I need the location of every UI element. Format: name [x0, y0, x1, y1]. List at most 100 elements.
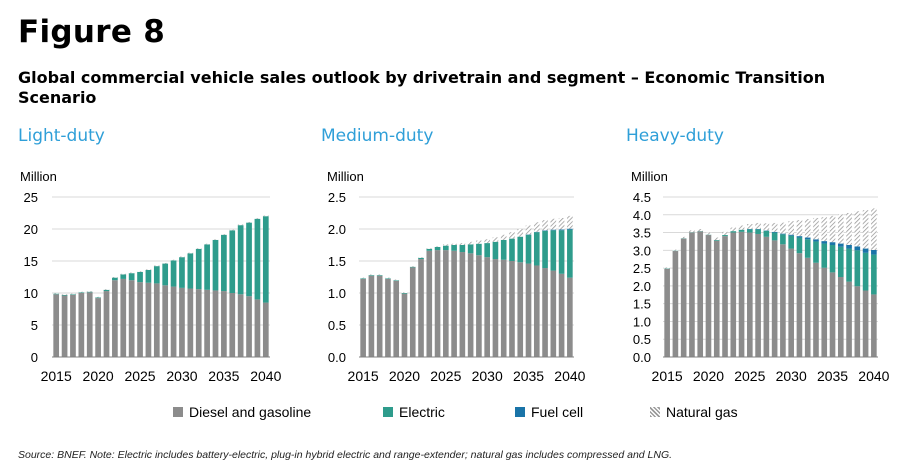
bar-segment-natural-gas	[95, 296, 101, 298]
bar-segment-natural-gas	[170, 259, 177, 261]
bar-segment-natural-gas	[837, 214, 844, 244]
bar-segment-electric	[53, 293, 60, 295]
bar-segment-fuel-cell	[542, 230, 548, 231]
y-tick-label: 2.5	[328, 190, 346, 205]
bar-segment-electric	[418, 257, 424, 260]
bar-segment-natural-gas	[484, 239, 490, 244]
bar-heavy-duty-2023	[730, 227, 737, 357]
bar-segment-diesel	[689, 232, 695, 357]
bar-segment-natural-gas	[821, 217, 828, 242]
bar-segment-electric	[385, 278, 391, 279]
bar-medium-duty-2028	[467, 241, 474, 357]
bar-segment-natural-gas	[813, 217, 819, 240]
y-axis-label-medium-duty: Million	[327, 169, 364, 184]
bar-segment-fuel-cell	[780, 233, 786, 235]
bar-light-duty-2028	[162, 262, 169, 357]
bar-segment-electric	[500, 239, 507, 260]
y-axis-label-light-duty: Million	[20, 169, 57, 184]
legend-item-natural-gas: Natural gas	[650, 404, 738, 420]
bar-segment-electric	[804, 239, 811, 258]
bar-segment-natural-gas	[705, 232, 712, 235]
bar-medium-duty-2035	[525, 225, 532, 357]
bar-segment-diesel	[162, 285, 169, 357]
bar-segment-natural-gas	[862, 210, 869, 249]
legend-item-fuel-cell: Fuel cell	[515, 404, 583, 420]
bar-segment-natural-gas	[533, 222, 540, 232]
bar-segment-electric	[162, 263, 169, 286]
bar-medium-duty-2018	[385, 277, 391, 357]
bar-segment-natural-gas	[120, 273, 127, 275]
bar-heavy-duty-2017	[680, 236, 687, 357]
x-tick-label: 2040	[858, 368, 889, 384]
bar-segment-electric	[738, 229, 745, 232]
bar-heavy-duty-2030	[788, 221, 794, 357]
x-tick-label: 2025	[734, 368, 765, 384]
bar-medium-duty-2019	[393, 279, 400, 357]
bar-segment-natural-gas	[246, 221, 252, 223]
legend-swatch-fuel-cell	[515, 407, 525, 417]
bar-segment-fuel-cell	[821, 241, 828, 244]
y-tick-label: 2.0	[328, 222, 346, 237]
bar-segment-electric	[187, 253, 194, 289]
bar-segment-diesel	[254, 299, 261, 357]
bar-segment-electric	[755, 229, 761, 234]
figure-title: Global commercial vehicle sales outlook …	[18, 68, 826, 107]
bar-segment-diesel	[153, 283, 160, 357]
bar-segment-natural-gas	[112, 277, 118, 278]
bar-segment-electric	[170, 260, 177, 287]
y-tick-label: 5	[31, 318, 38, 333]
bar-segment-natural-gas	[53, 293, 60, 294]
bar-segment-fuel-cell	[837, 243, 844, 247]
bar-segment-fuel-cell	[567, 228, 573, 230]
bar-medium-duty-2025	[443, 244, 449, 357]
bar-segment-fuel-cell	[846, 245, 852, 249]
x-tick-label: 2035	[208, 368, 239, 384]
bar-segment-diesel	[829, 272, 836, 357]
bar-segment-natural-gas	[771, 222, 778, 232]
bar-light-duty-2023	[120, 273, 127, 357]
figure-label: Figure 8	[18, 14, 166, 50]
bar-segment-natural-gas	[162, 262, 169, 264]
x-tick-label: 2040	[250, 368, 281, 384]
bar-segment-diesel	[550, 270, 557, 357]
bar-medium-duty-2036	[533, 222, 540, 357]
bar-segment-electric	[730, 231, 737, 233]
bar-segment-diesel	[680, 238, 687, 357]
bar-heavy-duty-2026	[755, 222, 761, 357]
bar-segment-fuel-cell	[854, 246, 861, 251]
bar-segment-electric	[112, 277, 118, 281]
bar-segment-fuel-cell	[829, 242, 836, 245]
bar-segment-natural-gas	[755, 222, 761, 229]
bar-segment-diesel	[179, 287, 185, 357]
bar-heavy-duty-2025	[747, 224, 753, 357]
bar-segment-diesel	[467, 253, 474, 357]
bar-segment-natural-gas	[153, 265, 160, 267]
bar-medium-duty-2037	[542, 220, 548, 357]
bar-segment-electric	[376, 275, 383, 276]
x-tick-label: 2020	[83, 368, 114, 384]
bar-segment-fuel-cell	[871, 249, 877, 255]
legend: Diesel and gasoline Electric Fuel cell N…	[0, 404, 904, 426]
x-tick-label: 2020	[693, 368, 724, 384]
bar-light-duty-2022	[112, 277, 118, 357]
bar-segment-diesel	[360, 278, 366, 357]
bar-light-duty-2027	[153, 265, 160, 357]
bar-segment-diesel	[418, 259, 424, 357]
bar-segment-electric	[567, 229, 573, 278]
bar-segment-natural-gas	[738, 225, 745, 230]
bar-heavy-duty-2018	[689, 230, 695, 357]
bar-segment-natural-gas	[730, 227, 737, 232]
legend-item-diesel: Diesel and gasoline	[173, 404, 311, 420]
bar-segment-natural-gas	[500, 234, 507, 240]
bar-segment-diesel	[509, 261, 515, 357]
bar-segment-electric	[86, 291, 93, 293]
y-tick-label: 3.0	[633, 243, 651, 258]
bar-segment-natural-gas	[713, 237, 720, 241]
bar-medium-duty-2039	[558, 217, 565, 357]
bar-medium-duty-2032	[500, 234, 507, 357]
bar-medium-duty-2024	[434, 246, 441, 357]
bar-segment-electric	[368, 275, 375, 276]
legend-label-diesel: Diesel and gasoline	[189, 404, 312, 420]
bar-segment-electric	[763, 230, 770, 237]
